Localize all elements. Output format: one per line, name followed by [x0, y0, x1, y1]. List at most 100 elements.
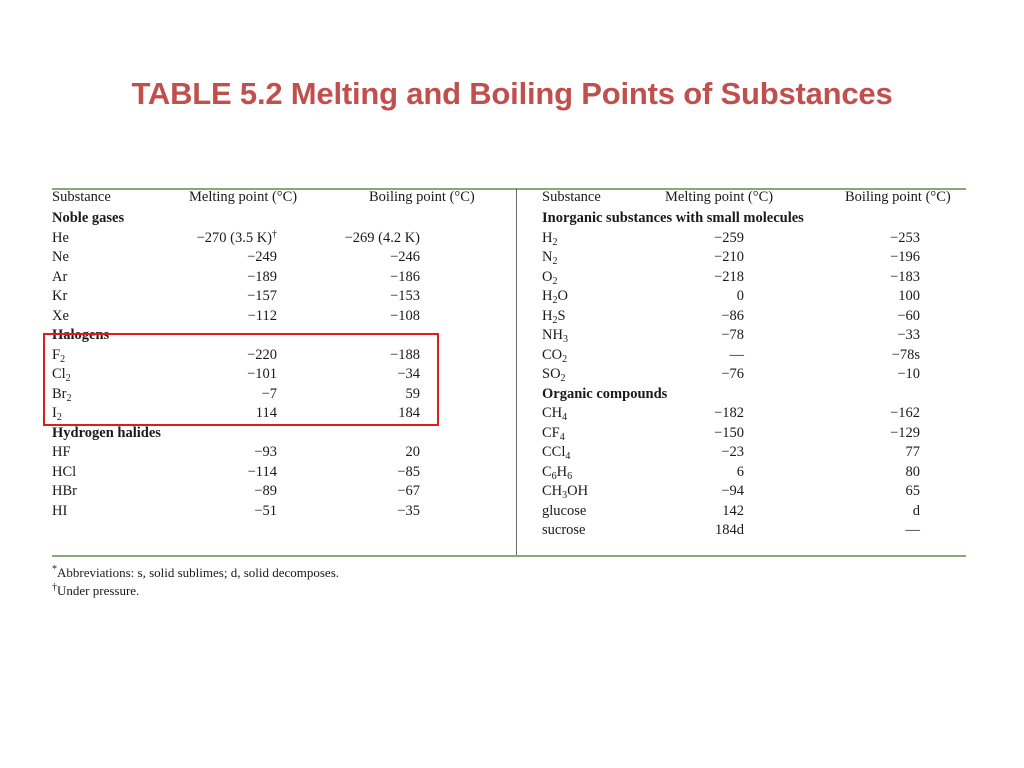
substance-name: F2 [52, 346, 65, 366]
melting-point-text: 184d [715, 522, 744, 538]
formula-part: CCl [542, 444, 566, 460]
melting-point-value: −51 [254, 502, 277, 522]
melting-point-value: 142 [722, 502, 744, 522]
boiling-point-value: −253 [890, 229, 920, 246]
table-row: Ar −189 −186 [52, 268, 512, 288]
formula-part: N [542, 249, 553, 265]
footnote-line: *Abbreviations: s, solid sublimes; d, so… [52, 564, 339, 582]
melting-point-text: −112 [247, 307, 277, 324]
substance-name: Cl2 [52, 365, 71, 385]
substance-name: Ar [52, 268, 67, 288]
column-divider [516, 188, 517, 556]
boiling-point-value: −60 [897, 307, 920, 324]
formula-part: O [557, 288, 568, 304]
melting-point-value: −93 [254, 443, 277, 463]
header-melting-point: Melting point (°C) [665, 189, 774, 205]
melting-point-value: −259 [714, 229, 744, 249]
melting-point-text: −210 [714, 249, 744, 265]
formula-part: sucrose [542, 522, 586, 538]
substance-name: HF [52, 443, 71, 463]
melting-point-text: — [729, 346, 745, 363]
boiling-point-value: −67 [397, 483, 420, 499]
melting-point-text: −101 [247, 366, 277, 382]
boiling-point-value: −33 [897, 327, 920, 343]
melting-point-value: −76 [721, 365, 744, 385]
right-table-body: Inorganic substances with small molecule… [542, 209, 966, 541]
melting-point-text: 114 [255, 405, 277, 421]
melting-point-text: 142 [722, 502, 744, 519]
formula-subscript: 4 [562, 412, 568, 423]
table-top-rule [52, 188, 966, 190]
formula-part: Xe [52, 307, 69, 324]
formula-subscript: 2 [56, 412, 62, 423]
footnotes: *Abbreviations: s, solid sublimes; d, so… [52, 564, 339, 600]
header-melting-point: Melting point (°C) [189, 189, 298, 205]
formula-part: I [52, 405, 57, 421]
melting-point-value: −112 [248, 307, 277, 327]
footnote-line: †Under pressure. [52, 582, 339, 600]
melting-point-value: — [730, 346, 745, 366]
substance-name: sucrose [542, 521, 586, 541]
formula-part: C [542, 463, 552, 480]
boiling-point-value: 77 [905, 444, 921, 460]
substance-name: CH3OH [542, 482, 588, 502]
formula-part: HI [52, 502, 68, 519]
boiling-point-value: 100 [898, 288, 920, 304]
formula-subscript: 3 [562, 334, 568, 345]
group-heading: Noble gases [52, 210, 125, 226]
boiling-point-value: — [905, 522, 921, 538]
formula-part: Kr [52, 288, 68, 304]
substance-name: H2 [542, 229, 557, 249]
melting-point-value: −89 [254, 482, 277, 502]
substance-name: H2O [542, 287, 568, 307]
formula-part: Ar [52, 268, 68, 285]
substance-name: H2S [542, 307, 566, 327]
melting-point-text: −89 [254, 483, 277, 499]
table-row: HF −93 20 [52, 443, 512, 463]
table-row: sucrose 184d — [542, 521, 966, 541]
melting-point-text: −189 [247, 268, 277, 285]
table-row: NH3 −78 −33 [542, 326, 966, 346]
substance-name: SO2 [542, 365, 566, 385]
melting-point-text: −150 [714, 424, 744, 441]
substance-name: HBr [52, 482, 77, 502]
table-row: He −270 (3.5 K)† −269 (4.2 K) [52, 229, 512, 249]
formula-subscript: 2 [552, 295, 558, 306]
table-header: Substance Melting point (°C) Boiling poi… [542, 185, 966, 209]
footnote-text: Abbreviations: s, solid sublimes; d, sol… [57, 565, 340, 580]
boiling-point-value: −196 [890, 249, 920, 265]
melting-point-value: −86 [721, 307, 744, 327]
table-bottom-rule [52, 555, 966, 557]
formula-subscript: 2 [65, 373, 71, 384]
formula-part: CF [542, 424, 560, 441]
melting-point-text: −157 [247, 288, 277, 304]
melting-point-value: −78 [721, 326, 744, 346]
formula-part: Cl [52, 366, 66, 382]
formula-subscript: 2 [552, 236, 558, 248]
halogens-highlight-box [43, 333, 439, 426]
table-header: Substance Melting point (°C) Boiling poi… [52, 185, 512, 209]
table-row: CH4 −182 −162 [542, 404, 966, 424]
melting-point-value: −189 [247, 268, 277, 288]
substance-name: HCl [52, 463, 76, 483]
formula-subscript: 6 [567, 470, 573, 482]
boiling-point-value: −78s [891, 346, 920, 363]
left-table-body: Noble gases He −270 (3.5 K)† −269 (4.2 K) Ne… [52, 209, 512, 521]
formula-part: CH [542, 405, 563, 421]
melting-point-value: −23 [721, 443, 744, 463]
footnote-marker: † [272, 228, 277, 240]
boiling-point-value: 59 [405, 385, 421, 402]
table-row: CH3OH −94 65 [542, 482, 966, 502]
melting-point-value: 0 [737, 287, 744, 307]
formula-subscript: 4 [559, 431, 565, 443]
melting-point-text: 0 [736, 288, 744, 304]
header-substance: Substance [52, 189, 111, 205]
melting-point-text: −76 [721, 366, 744, 382]
boiling-point-value: −108 [390, 307, 420, 324]
formula-part: HF [52, 444, 71, 460]
melting-point-text: 6 [736, 463, 744, 480]
footnote-marker: † [52, 582, 57, 593]
footnote-marker: * [52, 564, 57, 575]
substance-name: C6H6 [542, 463, 572, 483]
melting-point-value: −114 [248, 463, 277, 483]
